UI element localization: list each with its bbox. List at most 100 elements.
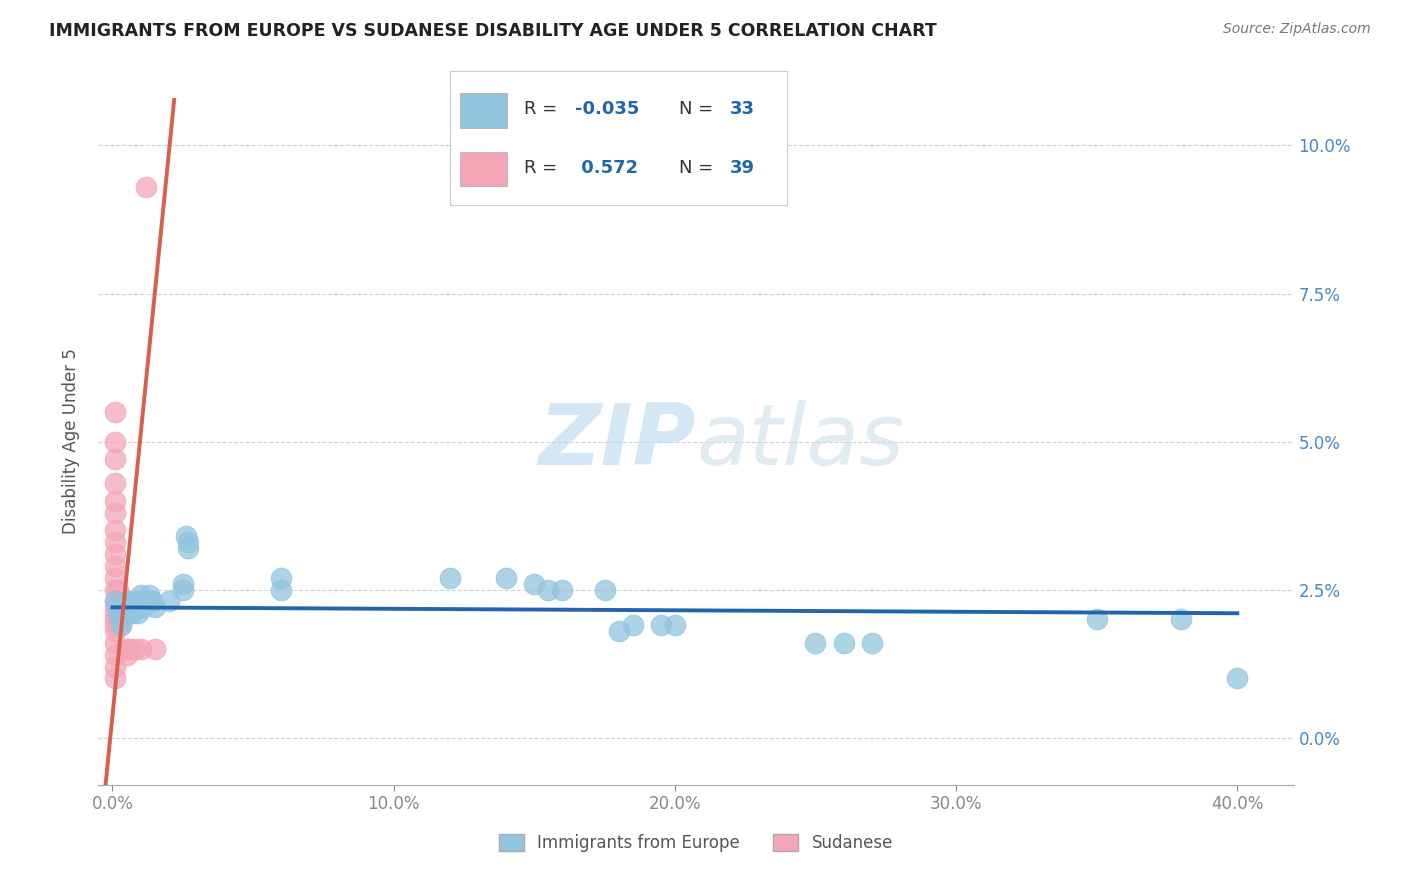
Point [104,636,127,650]
Point [110,600,132,615]
Point [104,535,127,549]
Point [107,618,129,632]
Point [124,600,146,615]
Point [115,600,138,615]
Point [104,594,127,608]
Point [832,636,855,650]
Point [112,600,135,615]
Point [621,618,644,632]
Point [115,648,138,662]
Point [537,582,560,597]
Point [118,600,141,615]
Point [104,624,127,638]
Point [104,594,127,608]
Point [270,582,292,597]
Point [551,582,574,597]
Point [110,618,132,632]
Point [172,576,194,591]
Point [104,434,127,449]
Point [107,582,129,597]
Point [104,582,127,597]
Point [104,524,127,538]
Point [138,589,160,603]
Point [104,405,127,419]
Point [439,571,461,585]
Point [172,582,194,597]
Point [112,607,135,621]
Text: R =: R = [524,100,564,118]
Point [107,607,129,621]
Point [121,600,143,615]
Point [143,641,166,656]
Point [121,607,143,621]
Point [495,571,517,585]
Text: Source: ZipAtlas.com: Source: ZipAtlas.com [1223,22,1371,37]
Point [107,600,129,615]
Point [650,618,672,632]
Point [104,672,127,686]
Point [104,618,127,632]
Text: R =: R = [524,159,564,177]
Point [1170,612,1192,626]
Point [135,180,157,194]
Point [270,571,292,585]
FancyBboxPatch shape [460,93,508,128]
Point [110,612,132,626]
Point [124,594,146,608]
Text: ZIP: ZIP [538,400,696,483]
Point [104,506,127,520]
Point [174,529,197,543]
Point [115,641,138,656]
Point [104,493,127,508]
Point [104,600,127,615]
Point [129,594,152,608]
Point [1085,612,1108,626]
Text: N =: N = [679,159,720,177]
Point [607,624,630,638]
Point [664,618,686,632]
Text: 33: 33 [730,100,755,118]
Y-axis label: Disability Age Under 5: Disability Age Under 5 [62,349,80,534]
Point [107,594,129,608]
Point [593,582,616,597]
Text: 39: 39 [730,159,755,177]
Point [135,594,157,608]
Point [104,607,127,621]
Point [138,594,160,608]
Point [157,594,180,608]
Point [115,594,138,608]
Point [104,452,127,467]
Text: N =: N = [679,100,720,118]
Point [112,600,135,615]
Text: -0.035: -0.035 [575,100,640,118]
Point [129,641,152,656]
Legend: Immigrants from Europe, Sudanese: Immigrants from Europe, Sudanese [492,828,900,859]
Point [124,641,146,656]
Point [104,648,127,662]
Point [104,659,127,673]
Point [177,541,200,555]
Point [112,607,135,621]
Point [177,535,200,549]
Point [118,641,141,656]
Point [104,547,127,561]
Point [104,571,127,585]
Point [141,594,163,608]
Point [107,612,129,626]
Point [1226,672,1249,686]
Point [860,636,883,650]
Text: IMMIGRANTS FROM EUROPE VS SUDANESE DISABILITY AGE UNDER 5 CORRELATION CHART: IMMIGRANTS FROM EUROPE VS SUDANESE DISAB… [49,22,936,40]
Text: atlas: atlas [696,400,904,483]
Point [127,607,149,621]
Point [118,607,141,621]
Point [110,618,132,632]
Point [132,600,155,615]
Point [129,589,152,603]
Point [523,576,546,591]
FancyBboxPatch shape [460,152,508,186]
Point [107,607,129,621]
Point [804,636,827,650]
Text: 0.572: 0.572 [575,159,638,177]
Point [110,612,132,626]
Point [143,600,166,615]
